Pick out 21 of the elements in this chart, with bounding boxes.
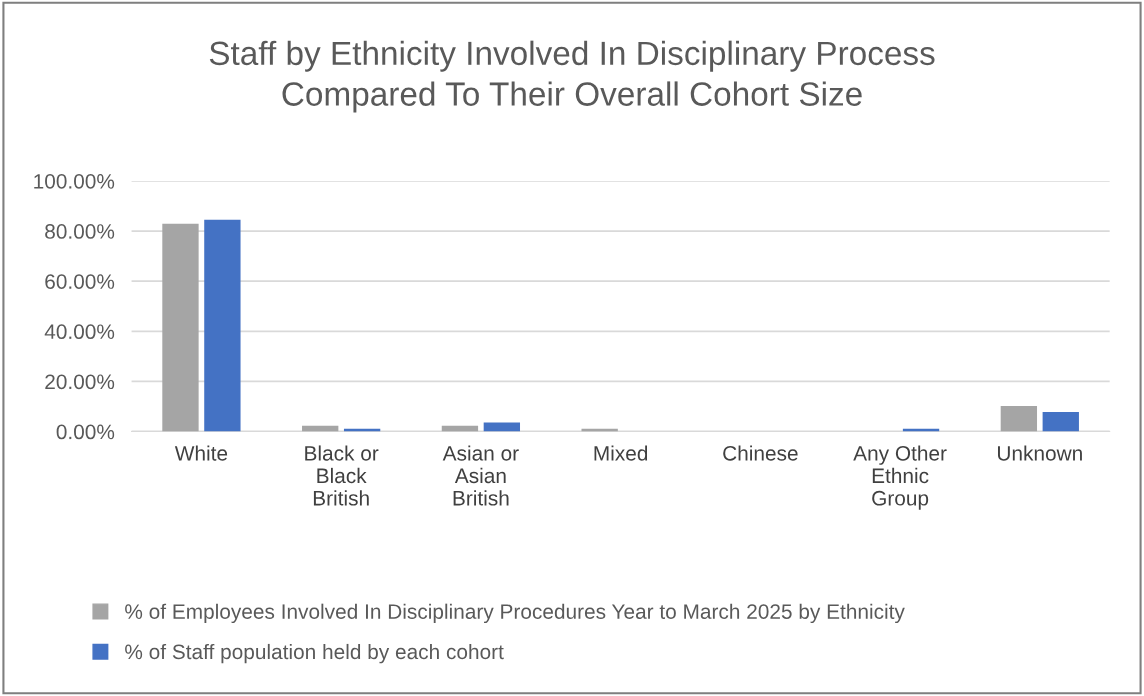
legend-label: % of Employees Involved In Disciplinary Procedures Year to March 2025 by Ethnicity	[125, 603, 905, 624]
x-tick-label: Unknown	[998, 445, 1082, 461]
bar	[204, 219, 241, 432]
bar	[162, 223, 199, 432]
chart-title: Staff by Ethnicity Involved In Disciplinary Process Compared To Their Overall Cohort Size	[209, 40, 935, 113]
x-tick-label: Any Other Ethnic Group	[853, 445, 947, 510]
x-tick-label: Chinese	[723, 445, 798, 461]
y-tick-label: 40.00%	[44, 324, 115, 340]
y-tick-label: 60.00%	[45, 274, 115, 289]
y-tick-label: 100.00%	[34, 173, 115, 189]
bar	[483, 422, 521, 432]
y-tick-label: 0.00%	[56, 424, 115, 440]
y-tick-label: 20.00%	[45, 374, 115, 390]
bar	[1042, 411, 1079, 432]
x-tick-label: Black or Black British	[305, 445, 379, 506]
y-tick-label: 80.00%	[45, 224, 115, 239]
legend-label: % of Staff population held by each cohort	[125, 643, 504, 664]
bar	[1000, 405, 1038, 432]
x-tick-label: White	[174, 445, 228, 461]
x-tick-label: Mixed	[594, 445, 648, 461]
x-tick-label: Asian or Asian British	[442, 445, 519, 506]
